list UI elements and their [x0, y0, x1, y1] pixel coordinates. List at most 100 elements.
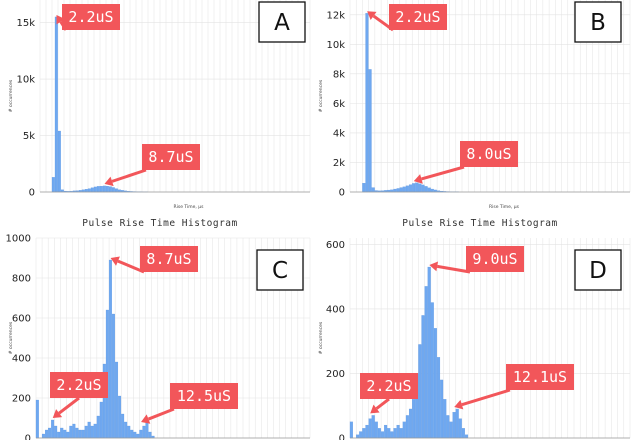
- histogram-bar: [54, 425, 58, 439]
- histogram-bar: [371, 415, 375, 439]
- histogram-bar: [412, 399, 416, 439]
- histogram-bar: [148, 431, 152, 439]
- histogram-bar: [69, 425, 73, 439]
- histogram-bar: [377, 428, 381, 439]
- callout-arrow-shaft: [117, 259, 145, 274]
- histogram-bar: [45, 429, 49, 439]
- y-axis-label: # occurrences: [8, 79, 14, 112]
- histogram-bar: [427, 266, 431, 439]
- histogram-bar: [408, 408, 413, 439]
- histogram-bar: [405, 185, 409, 193]
- histogram-bar: [371, 187, 375, 193]
- histogram-bar: [408, 184, 413, 193]
- panel-badge-label: C: [272, 258, 288, 284]
- histogram-bar: [105, 186, 109, 193]
- callout-arrow-head: [429, 261, 439, 272]
- callout-box: [466, 246, 524, 272]
- histogram-bar: [362, 183, 366, 193]
- histogram-bar: [455, 408, 459, 439]
- histogram-bar: [96, 415, 100, 439]
- chart-title-c: Pulse Rise Time Histogram: [82, 218, 238, 229]
- y-tick-label: 0: [339, 188, 345, 199]
- callout-label: 2.2uS: [56, 376, 101, 394]
- callout-arrow-head: [413, 174, 423, 184]
- histogram-bar: [380, 431, 385, 439]
- histogram-bar: [374, 421, 378, 439]
- histogram-bar: [433, 328, 437, 439]
- y-tick-label: 600: [326, 240, 345, 251]
- histogram-bar: [57, 431, 61, 439]
- histogram-bar: [41, 433, 45, 439]
- histogram-bar: [446, 415, 450, 439]
- chart-panel-d: 0 200 400 600 # occurrences D 9.0uS 2.2uS 12.1uS: [318, 238, 631, 440]
- histogram-bar: [393, 188, 397, 193]
- histogram-bar: [124, 421, 128, 439]
- callout-label: 12.5uS: [177, 387, 231, 405]
- y-tick-label: 0: [339, 434, 345, 440]
- histogram-bar: [57, 130, 61, 193]
- callout-box: [389, 4, 447, 30]
- histogram-bar: [111, 313, 115, 439]
- histogram-bar: [365, 424, 369, 439]
- histogram-bar: [362, 428, 366, 439]
- histogram-bar: [440, 379, 444, 439]
- y-tick-label: 6k: [333, 99, 345, 110]
- histogram-bar: [93, 186, 97, 193]
- callout-box: [62, 4, 120, 30]
- y-tick-label: 10k: [16, 75, 35, 86]
- panel-badge-label: A: [274, 10, 290, 36]
- y-tick-label: 0: [25, 434, 31, 440]
- histogram-bar: [63, 429, 67, 439]
- histogram-bar: [458, 418, 462, 439]
- histogram-bar: [139, 429, 143, 439]
- histogram-bar: [443, 399, 447, 439]
- callout-arrow-shaft: [375, 397, 390, 410]
- histogram-bar: [127, 425, 131, 439]
- histogram-bar: [121, 413, 125, 439]
- histogram-bar: [133, 431, 137, 439]
- y-tick-label: 10k: [326, 40, 345, 51]
- histogram-bar: [405, 415, 409, 439]
- panel-badge-frame: [256, 249, 304, 291]
- histogram-bar: [412, 183, 416, 193]
- histogram-bar: [142, 425, 146, 439]
- y-tick-label: 4k: [333, 128, 345, 139]
- histogram-bar: [99, 186, 103, 193]
- histogram-bar: [51, 177, 55, 193]
- y-tick-label: 400: [12, 354, 31, 365]
- histogram-bar: [424, 186, 428, 193]
- callout-arrow-shaft: [111, 168, 147, 183]
- callout-label: 8.7uS: [148, 148, 193, 166]
- histogram-bar: [75, 427, 79, 439]
- callout-arrow-head: [454, 399, 464, 410]
- y-tick-label: 12k: [326, 10, 345, 21]
- histogram-bar: [402, 186, 406, 193]
- histogram-bar: [387, 428, 391, 439]
- x-axis-label: Rise Time, µs: [173, 204, 204, 210]
- y-axis-label: # occurrences: [318, 79, 324, 112]
- callout-label: 9.0uS: [472, 250, 517, 268]
- y-axis-label: # occurrences: [8, 321, 14, 354]
- y-tick-label: 2k: [333, 158, 345, 169]
- panel-badge-label: B: [590, 10, 606, 36]
- histogram-bar: [461, 428, 465, 439]
- callout-arrow-head: [56, 14, 65, 25]
- histogram-bar: [430, 302, 434, 439]
- callout-box: [140, 246, 198, 272]
- histogram-bar: [368, 418, 372, 439]
- callout-box: [506, 364, 574, 390]
- histogram-bar: [427, 187, 431, 193]
- histogram-bar: [452, 412, 456, 439]
- histogram-bar: [449, 421, 453, 439]
- callout-box: [50, 372, 108, 398]
- histogram-bar: [349, 421, 353, 439]
- callout-label: 8.7uS: [146, 250, 191, 268]
- callout-arrow-shaft: [147, 407, 175, 421]
- histogram-bar: [90, 425, 94, 439]
- callout-arrow-head: [141, 414, 151, 424]
- y-tick-label: 200: [12, 394, 31, 405]
- histogram-bar: [90, 187, 94, 193]
- histogram-bar: [118, 395, 122, 439]
- y-tick-label: 8k: [333, 69, 345, 80]
